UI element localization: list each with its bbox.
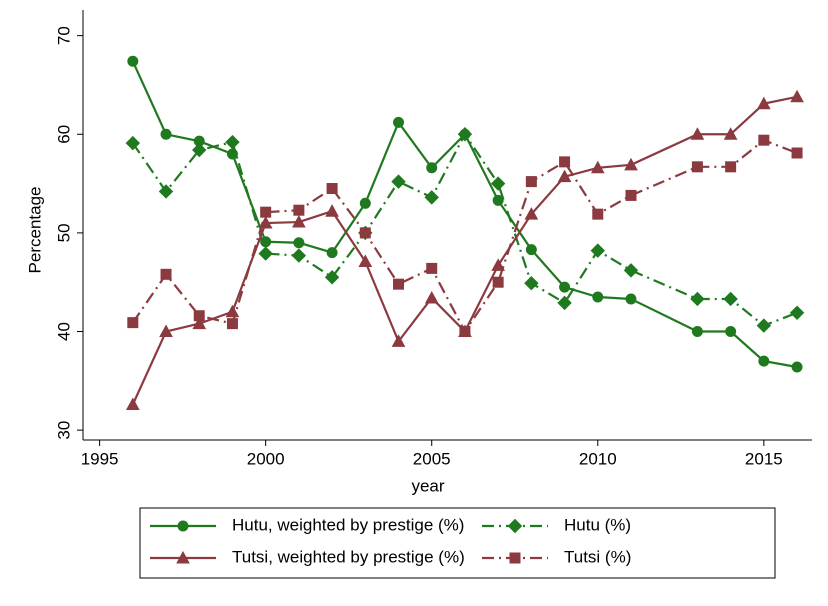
data-point: [192, 316, 207, 330]
data-point: [624, 157, 638, 171]
data-point: [758, 355, 770, 367]
y-tick-label: 50: [54, 223, 73, 242]
x-tick-label: 2005: [413, 449, 451, 468]
data-point: [723, 291, 738, 307]
data-point: [457, 127, 473, 142]
data-point: [127, 317, 139, 329]
data-point: [559, 281, 571, 293]
data-point: [125, 397, 140, 410]
data-point: [324, 270, 340, 285]
data-point: [525, 176, 537, 188]
data-point: [424, 190, 439, 205]
data-point: [723, 127, 738, 140]
data-point: [160, 268, 172, 280]
data-point: [691, 326, 703, 338]
data-point: [393, 278, 405, 290]
data-point: [790, 89, 804, 103]
data-point: [757, 96, 771, 110]
data-point: [791, 361, 803, 373]
data-point: [690, 127, 705, 140]
data-point: [293, 237, 305, 249]
data-point: [192, 142, 207, 158]
y-tick-label: 60: [54, 125, 73, 144]
data-point: [559, 156, 571, 168]
legend-label: Hutu, weighted by prestige (%): [232, 515, 464, 534]
data-point: [325, 204, 339, 217]
data-point: [623, 263, 639, 278]
data-point: [490, 176, 506, 191]
data-point: [590, 160, 605, 174]
data-point: [592, 208, 604, 220]
data-point: [492, 276, 504, 288]
data-point: [491, 258, 505, 271]
legend-label: Hutu (%): [564, 515, 631, 534]
data-point: [459, 326, 471, 338]
data-point: [158, 184, 174, 199]
data-point: [756, 318, 772, 333]
data-point: [690, 291, 705, 307]
data-point: [226, 318, 238, 330]
legend-box: [139, 507, 776, 579]
data-point: [557, 295, 572, 311]
data-point: [758, 134, 770, 146]
legend-marker: [507, 518, 523, 534]
data-point: [391, 334, 406, 347]
legend-label: Tutsi (%): [564, 547, 631, 566]
y-tick-label: 40: [54, 322, 73, 341]
x-tick-label: 1995: [81, 449, 119, 468]
data-point: [291, 248, 307, 263]
data-point: [160, 128, 172, 140]
data-point: [225, 134, 240, 150]
x-tick-label: 2010: [579, 449, 617, 468]
legend-label: Tutsi, weighted by prestige (%): [232, 547, 465, 566]
data-point: [492, 194, 504, 206]
data-point: [260, 206, 272, 218]
data-point: [125, 135, 141, 151]
data-point: [358, 254, 373, 267]
data-point: [127, 55, 139, 67]
data-point: [525, 244, 537, 256]
data-point: [590, 243, 605, 258]
data-point: [193, 310, 205, 322]
data-point: [326, 247, 338, 259]
data-point: [625, 293, 637, 305]
data-point: [791, 147, 803, 159]
series-line: [131, 95, 798, 405]
data-point: [391, 174, 406, 189]
data-point: [359, 227, 371, 239]
x-axis-title: year: [411, 476, 444, 495]
data-point: [524, 275, 539, 291]
data-point: [359, 197, 371, 209]
legend-marker: [177, 520, 189, 532]
data-point: [725, 161, 737, 173]
data-point: [524, 207, 539, 220]
x-tick-label: 2000: [247, 449, 285, 468]
data-point: [426, 262, 438, 274]
x-tick-label: 2015: [745, 449, 783, 468]
legend-marker: [176, 550, 190, 564]
series-line: [131, 60, 798, 369]
data-point: [393, 116, 405, 128]
data-point: [326, 183, 338, 195]
data-point: [258, 246, 273, 261]
data-point: [426, 162, 438, 174]
y-tick-label: 70: [54, 26, 73, 45]
legend-marker: [509, 552, 521, 564]
data-point: [691, 161, 703, 173]
data-point: [159, 324, 173, 338]
data-point: [557, 169, 572, 183]
data-point: [424, 290, 439, 304]
y-tick-label: 30: [54, 421, 73, 440]
data-point: [625, 189, 637, 201]
data-point: [292, 214, 306, 228]
y-axis-title: Percentage: [25, 187, 44, 274]
series-line: [131, 132, 798, 327]
data-point: [725, 326, 737, 338]
data-point: [293, 204, 305, 216]
data-point: [789, 305, 805, 320]
data-point: [592, 291, 604, 303]
